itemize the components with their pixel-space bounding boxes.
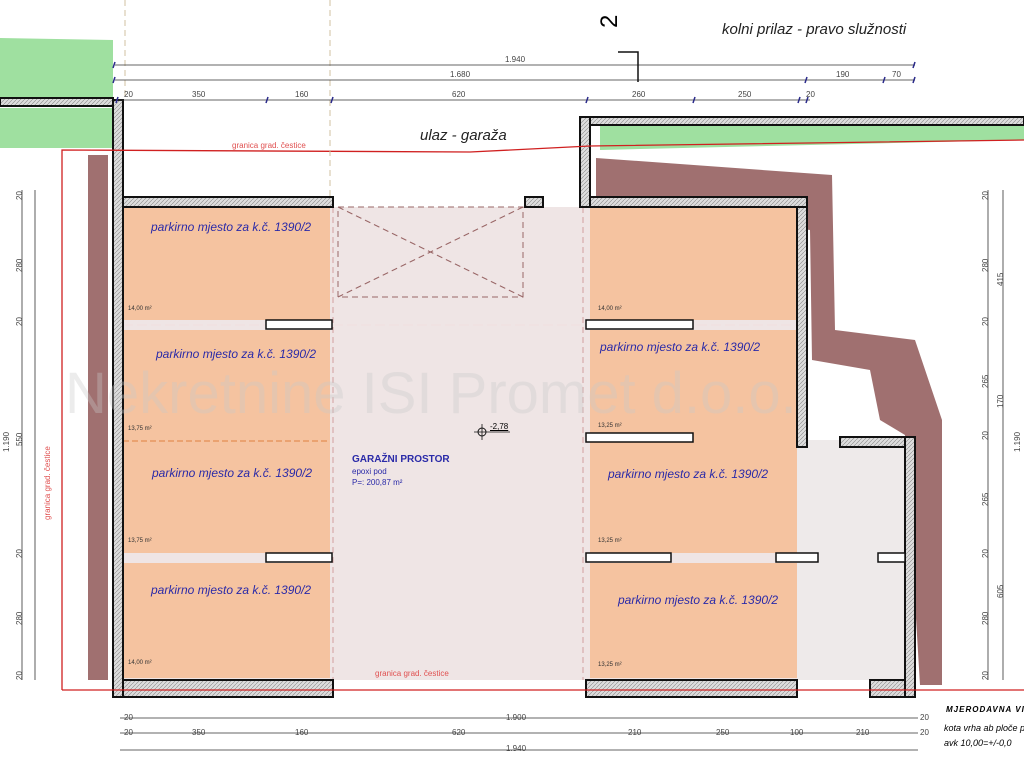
dim: 280 bbox=[981, 611, 990, 625]
dim: 100 bbox=[790, 728, 804, 737]
dim: 280 bbox=[981, 258, 990, 272]
parking-space-label: parkirno mjesto za k.č. 1390/2 bbox=[600, 340, 761, 354]
dim: 1.190 bbox=[1013, 431, 1022, 452]
dim: 265 bbox=[981, 492, 990, 506]
dim: 210 bbox=[856, 728, 870, 737]
dim: 210 bbox=[628, 728, 642, 737]
parking-space-area: 14,00 m² bbox=[128, 306, 152, 312]
dim: 20 bbox=[981, 431, 990, 440]
dim: 20 bbox=[981, 549, 990, 558]
parking-space-area: 13,25 m² bbox=[598, 423, 622, 429]
parking-space-label: parkirno mjesto za k.č. 1390/2 bbox=[151, 583, 312, 597]
level-mark: -2,78 bbox=[490, 422, 509, 431]
greenery-left-2 bbox=[0, 108, 113, 148]
parking-space-label: parkirno mjesto za k.č. 1390/2 bbox=[151, 220, 312, 234]
garage-floor: epoxi pod bbox=[352, 467, 387, 476]
dim: 350 bbox=[192, 728, 206, 737]
dim: 260 bbox=[632, 90, 646, 99]
parking-space-area: 14,00 m² bbox=[128, 660, 152, 666]
plot-boundary-label: granica grad. čestice bbox=[375, 669, 449, 678]
dim: 160 bbox=[295, 728, 309, 737]
dim: 620 bbox=[452, 728, 466, 737]
dim: 20 bbox=[124, 728, 133, 737]
dim: 550 bbox=[15, 432, 24, 446]
slope-left bbox=[88, 155, 108, 680]
dim: 20 bbox=[981, 317, 990, 326]
watermark: Nekretnine ISI Promet d.o.o. bbox=[65, 361, 797, 426]
dim: 350 bbox=[192, 90, 206, 99]
section-mark: 2 bbox=[596, 14, 623, 28]
parking-space-label: parkirno mjesto za k.č. 1390/2 bbox=[618, 593, 779, 607]
garage-title: GARAŽNI PROSTOR bbox=[352, 454, 450, 465]
dim: 280 bbox=[15, 611, 24, 625]
garage-area: P=: 200,87 m² bbox=[352, 478, 403, 487]
dim: 415 bbox=[996, 272, 1005, 286]
dim: 70 bbox=[892, 70, 901, 79]
dim: 265 bbox=[981, 374, 990, 388]
plot-boundary-label: granica grad. čestice bbox=[232, 141, 306, 150]
dim: 620 bbox=[452, 90, 466, 99]
dim: 190 bbox=[836, 70, 850, 79]
greenery-left bbox=[0, 38, 113, 100]
parking-space-area: 13,25 m² bbox=[598, 538, 622, 544]
dim: 20 bbox=[15, 191, 24, 200]
parking-space-area: 13,75 m² bbox=[128, 538, 152, 544]
plot-boundary-label: granica grad. čestice bbox=[43, 446, 52, 520]
parking-space-area: 13,25 m² bbox=[598, 662, 622, 668]
dim: 20 bbox=[124, 713, 133, 722]
legend-line: kota vrha ab ploče pr bbox=[944, 723, 1024, 733]
entrance-label: ulaz - garaža bbox=[420, 127, 507, 144]
dim: 20 bbox=[124, 90, 133, 99]
dim: 250 bbox=[738, 90, 752, 99]
dim: 20 bbox=[981, 191, 990, 200]
dim: 1.680 bbox=[450, 70, 471, 79]
parking-space-area: 14,00 m² bbox=[598, 306, 622, 312]
dim: 1.940 bbox=[506, 744, 527, 753]
legend-title: MJERODAVNA VIS bbox=[946, 705, 1024, 714]
dim: 280 bbox=[15, 258, 24, 272]
dim: 20 bbox=[806, 90, 815, 99]
dim: 160 bbox=[295, 90, 309, 99]
dim: 20 bbox=[920, 713, 929, 722]
dim: 1.940 bbox=[505, 55, 526, 64]
parking-space-label: parkirno mjesto za k.č. 1390/2 bbox=[608, 467, 769, 481]
dim: 20 bbox=[981, 671, 990, 680]
dim: 250 bbox=[716, 728, 730, 737]
dim: 605 bbox=[996, 584, 1005, 598]
dim: 1.190 bbox=[2, 431, 11, 452]
legend-line: avk 10,00=+/-0,0 bbox=[944, 738, 1012, 748]
parking-space-label: parkirno mjesto za k.č. 1390/2 bbox=[156, 347, 317, 361]
road-label: kolni prilaz - pravo služnosti bbox=[722, 21, 907, 38]
parking-space-area: 13,75 m² bbox=[128, 426, 152, 432]
dim: 20 bbox=[920, 728, 929, 737]
dim: 1.900 bbox=[506, 713, 527, 722]
dim: 170 bbox=[996, 394, 1005, 408]
plot-boundary bbox=[61, 139, 1024, 690]
dim: 20 bbox=[15, 317, 24, 326]
dim: 20 bbox=[15, 671, 24, 680]
dim: 20 bbox=[15, 549, 24, 558]
parking-space-label: parkirno mjesto za k.č. 1390/2 bbox=[152, 466, 313, 480]
